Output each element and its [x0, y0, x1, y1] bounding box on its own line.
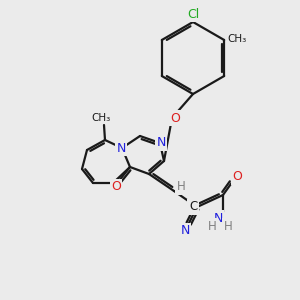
Text: N: N: [156, 136, 166, 149]
Text: O: O: [232, 170, 242, 184]
Text: C: C: [189, 200, 197, 214]
Text: N: N: [180, 224, 190, 238]
Text: H: H: [177, 181, 185, 194]
Text: H: H: [224, 220, 232, 232]
Text: H: H: [208, 220, 216, 232]
Text: O: O: [170, 112, 180, 124]
Text: N: N: [213, 212, 223, 224]
Text: Cl: Cl: [187, 8, 199, 20]
Text: O: O: [111, 181, 121, 194]
Text: N: N: [116, 142, 126, 154]
Text: CH₃: CH₃: [228, 34, 247, 44]
Text: CH₃: CH₃: [92, 113, 111, 123]
